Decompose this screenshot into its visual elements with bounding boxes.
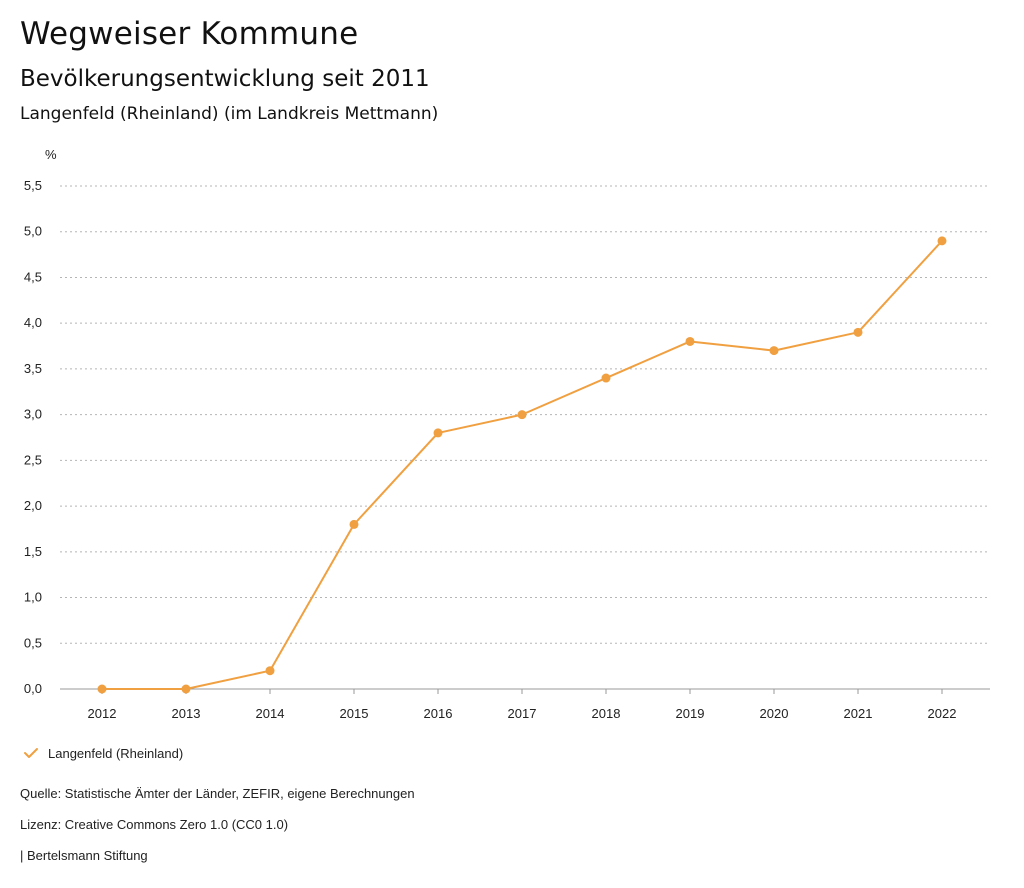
series-langenfeld[interactable]: [97, 236, 947, 694]
x-tick-label: 2022: [928, 706, 957, 721]
x-tick-label: 2021: [844, 706, 873, 721]
page-title: Wegweiser Kommune: [20, 16, 359, 52]
check-icon: [24, 748, 38, 758]
data-point-2015[interactable]: [349, 519, 359, 529]
x-axis-ticks: 2012 2013 2014 2015 2016 2017 2018 2019 2020 2021…: [88, 689, 957, 721]
y-tick-label: 5,5: [24, 178, 42, 193]
legend-label: Langenfeld (Rheinland): [48, 745, 184, 761]
data-point-2017[interactable]: [517, 410, 527, 420]
source-note: Quelle: Statistische Ämter der Länder, Z…: [20, 786, 415, 801]
license-note: Lizenz: Creative Commons Zero 1.0 (CC0 1…: [20, 817, 289, 832]
grid-lines: [60, 185, 990, 690]
x-tick-label: 2014: [256, 706, 285, 721]
data-point-2018[interactable]: [601, 373, 611, 383]
y-tick-label: 4,5: [24, 269, 42, 284]
y-tick-label: 3,5: [24, 361, 42, 376]
y-axis-unit-label: %: [45, 147, 57, 162]
region-label: Langenfeld (Rheinland) (im Landkreis Met…: [20, 104, 439, 124]
x-tick-label: 2018: [592, 706, 621, 721]
y-tick-label: 0,0: [24, 681, 42, 696]
x-tick-label: 2015: [340, 706, 369, 721]
x-tick-label: 2013: [172, 706, 201, 721]
data-point-2020[interactable]: [769, 346, 779, 356]
x-tick-label: 2016: [424, 706, 453, 721]
data-point-2014[interactable]: [265, 666, 275, 676]
x-tick-label: 2020: [760, 706, 789, 721]
x-tick-label: 2017: [508, 706, 537, 721]
y-axis-ticks: 0,0 0,5 1,0 1,5 2,0 2,5 3,0 3,5 4,0 4,5 5,0 5,5: [24, 178, 42, 696]
chart-legend[interactable]: Langenfeld (Rheinland): [22, 744, 183, 762]
y-tick-label: 4,0: [24, 315, 42, 330]
y-tick-label: 2,5: [24, 452, 42, 467]
data-point-2016[interactable]: [433, 428, 443, 438]
series-line: [102, 240, 943, 690]
y-tick-label: 1,0: [24, 590, 42, 605]
y-tick-label: 1,5: [24, 544, 42, 559]
x-tick-label: 2012: [88, 706, 117, 721]
y-tick-label: 3,0: [24, 407, 42, 422]
x-tick-label: 2019: [676, 706, 705, 721]
chart-subtitle: Bevölkerungsentwicklung seit 2011: [20, 66, 430, 92]
y-tick-label: 2,0: [24, 498, 42, 513]
data-point-2022[interactable]: [937, 236, 947, 246]
data-point-2012[interactable]: [97, 684, 107, 694]
data-point-2021[interactable]: [853, 327, 863, 337]
data-point-2019[interactable]: [685, 336, 695, 346]
line-chart: % 0,0 0,5 1,0 1,5 2,0 2,5 3,0 3,5 4,0 4,5 5,0 5,5 2…: [24, 147, 990, 721]
y-tick-label: 5,0: [24, 224, 42, 239]
y-tick-label: 0,5: [24, 635, 42, 650]
publisher-note: | Bertelsmann Stiftung: [20, 848, 148, 863]
data-point-2013[interactable]: [181, 684, 191, 694]
